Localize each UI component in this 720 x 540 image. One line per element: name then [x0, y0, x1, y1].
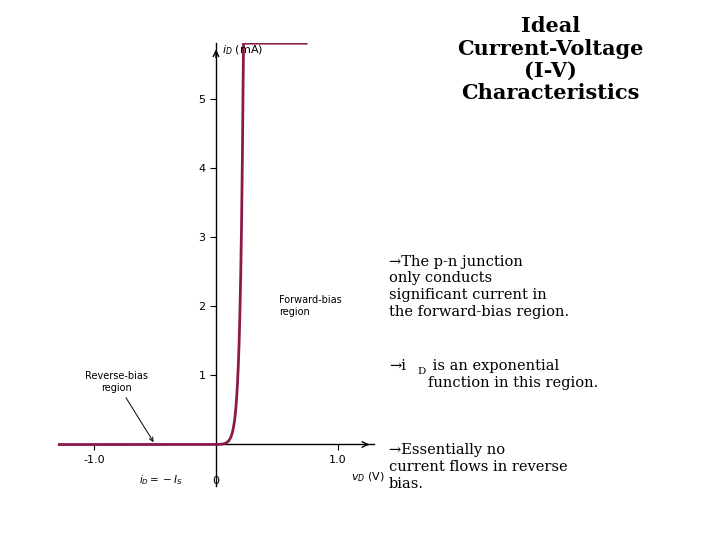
- Text: $i_D = -I_S$: $i_D = -I_S$: [140, 474, 183, 487]
- Text: is an exponential
function in this region.: is an exponential function in this regio…: [428, 359, 598, 390]
- Text: $i_D$ (mA): $i_D$ (mA): [222, 43, 264, 57]
- Text: →The p-n junction
only conducts
significant current in
the forward-bias region.: →The p-n junction only conducts signific…: [389, 255, 569, 319]
- Text: D: D: [418, 367, 426, 376]
- Text: 0: 0: [212, 476, 220, 485]
- Text: →i: →i: [389, 359, 406, 373]
- Text: Forward-bias
region: Forward-bias region: [279, 295, 342, 317]
- Text: Reverse-bias
region: Reverse-bias region: [84, 371, 153, 441]
- Text: $v_D$ (V): $v_D$ (V): [351, 471, 385, 484]
- Text: →Essentially no
current flows in reverse
bias.: →Essentially no current flows in reverse…: [389, 443, 567, 491]
- Text: Ideal
Current-Voltage
(I-V)
Characteristics: Ideal Current-Voltage (I-V) Characterist…: [458, 16, 644, 103]
